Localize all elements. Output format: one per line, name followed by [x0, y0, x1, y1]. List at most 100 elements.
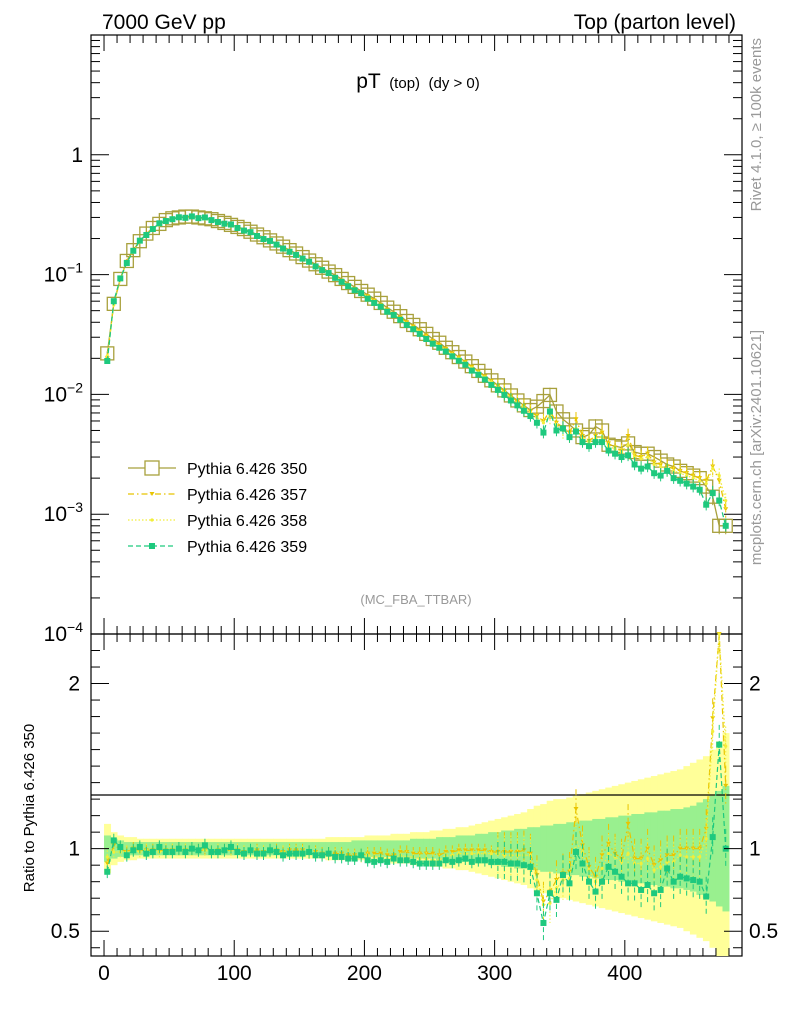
ratio-point [247, 847, 254, 854]
main-point [449, 353, 456, 360]
ratio-point [221, 847, 228, 854]
ratio-point [677, 873, 684, 880]
main-point [175, 214, 182, 221]
main-point [377, 303, 384, 310]
ratio-point [481, 857, 488, 864]
main-point [475, 371, 482, 378]
ratio-band-green [546, 825, 554, 872]
ratio-point [665, 860, 669, 864]
ratio-point [456, 848, 462, 853]
main-ytick-label-exp: −2 [67, 379, 83, 395]
main-point [312, 263, 319, 270]
ratio-point [105, 855, 109, 859]
ratio-point [293, 850, 300, 857]
ratio-point [606, 841, 612, 846]
ratio-point [351, 855, 358, 862]
main-series-line [106, 216, 727, 501]
ratio-point [488, 858, 495, 865]
ratio-point [658, 858, 664, 863]
main-point [195, 215, 202, 222]
ratio-series-line [106, 744, 727, 924]
main-point [646, 455, 650, 459]
ratio-point [489, 852, 493, 856]
main-point [221, 220, 228, 227]
ratio-point [671, 853, 677, 858]
main-series-line [106, 215, 726, 527]
ratio-point [280, 852, 287, 859]
ratio-point [475, 848, 481, 853]
ratio-point [573, 807, 579, 812]
ratio-point [502, 853, 506, 857]
ratio-point [286, 850, 293, 857]
main-point [501, 391, 508, 398]
main-series-line [106, 216, 727, 510]
ratio-point [698, 855, 702, 859]
ratio-point [540, 899, 546, 904]
main-point [691, 476, 695, 480]
main-point [592, 439, 599, 446]
main-point [605, 447, 612, 454]
main-point [364, 295, 371, 302]
main-point [410, 326, 417, 333]
plot-title-sub: (top) [389, 75, 420, 92]
ratio-band-green [540, 825, 548, 872]
ratio-point [410, 858, 417, 865]
ratio-point [618, 873, 625, 880]
ratio-band-green [715, 790, 723, 907]
main-point [104, 358, 111, 365]
legend-item: Pythia 6.426 359 [128, 539, 307, 556]
ratio-point [572, 848, 579, 855]
main-point [711, 467, 715, 471]
ratio-point [449, 849, 455, 854]
main-point [468, 367, 475, 374]
main-point [546, 408, 553, 415]
main-point [319, 267, 326, 274]
legend: Pythia 6.426 350 Pythia 6.426 357 Pythia 6… [128, 460, 307, 556]
main-point [520, 407, 527, 414]
main-point [678, 471, 682, 475]
main-ytick-label-exp: −4 [67, 619, 83, 635]
main-point [671, 466, 677, 471]
main-point [293, 251, 300, 258]
ratio-point [559, 872, 566, 879]
ratio-point [175, 845, 182, 852]
main-point [658, 462, 664, 467]
ratio-point [214, 848, 221, 855]
main-point [599, 439, 606, 446]
main-point [540, 429, 547, 436]
ratio-uncertainty-bands [104, 733, 730, 956]
ratio-point [188, 845, 195, 852]
ratio-point [566, 880, 573, 887]
main-point [260, 236, 267, 243]
ratio-ylabel: Ratio to Pythia 6.426 350 [21, 724, 38, 892]
ratio-point [685, 855, 689, 859]
ratio-point [548, 901, 552, 905]
ratio-point [717, 632, 721, 636]
legend-marker [149, 543, 155, 549]
ratio-point [130, 847, 137, 854]
main-point [612, 450, 619, 457]
ratio-point [540, 919, 547, 926]
ratio-point [136, 844, 143, 851]
ratio-point [423, 851, 429, 856]
ratio-point [690, 877, 697, 884]
ratio-point [312, 852, 319, 859]
ratio-point [691, 855, 695, 859]
ratio-band-green [436, 837, 444, 861]
ratio-point [260, 850, 267, 857]
main-point [488, 381, 495, 388]
main-point [651, 470, 658, 477]
ratio-point [227, 844, 234, 851]
ratio-point [442, 857, 449, 864]
main-point [110, 298, 117, 305]
ratio-point [704, 837, 708, 841]
ratio-point [123, 852, 130, 859]
ratio-point [475, 857, 482, 864]
main-point [403, 321, 410, 328]
main-point [704, 482, 708, 486]
ratio-point [462, 848, 468, 853]
ratio-series-layer [104, 632, 729, 943]
ratio-point [443, 849, 449, 854]
ratio-point [403, 857, 410, 864]
main-point [586, 443, 593, 450]
